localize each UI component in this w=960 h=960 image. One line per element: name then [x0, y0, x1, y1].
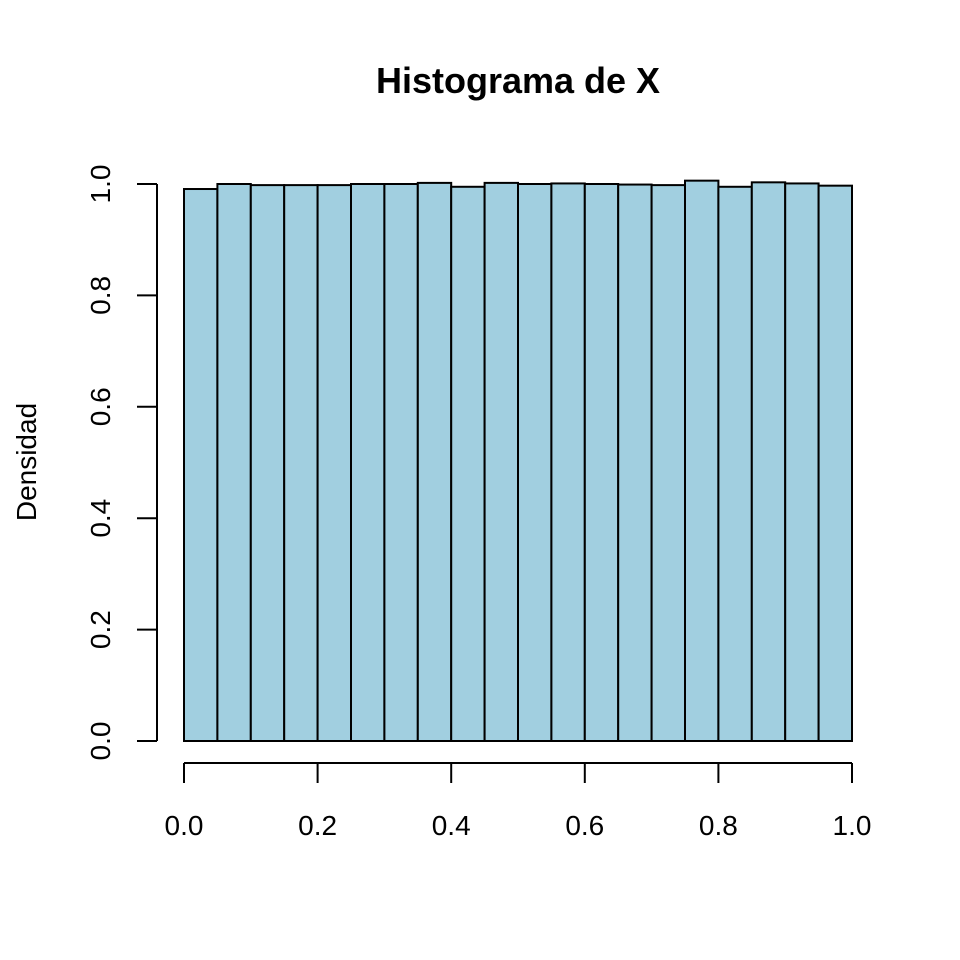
- y-tick-label: 0.4: [85, 499, 116, 538]
- x-tick-label: 1.0: [833, 810, 872, 841]
- x-tick-label: 0.2: [298, 810, 337, 841]
- histogram-bar-8: [416, 181, 453, 743]
- bars-group: [183, 179, 853, 743]
- y-axis-label: Densidad: [11, 403, 42, 521]
- histogram-bar-17: [717, 185, 753, 743]
- y-tick-label: 0.8: [85, 276, 116, 315]
- histogram-bar-10: [483, 181, 520, 743]
- histogram-bar-7: [383, 183, 419, 742]
- histogram-bar-13: [583, 183, 620, 742]
- histogram-bar-6: [350, 183, 386, 742]
- x-tick-label: 0.6: [565, 810, 604, 841]
- histogram-bar-1: [183, 188, 219, 742]
- histogram-bar-15: [650, 184, 686, 742]
- histogram-bar-18: [750, 181, 787, 743]
- histogram-bar-16: [684, 179, 720, 742]
- histogram-bar-5: [316, 184, 353, 742]
- histogram-bar-4: [283, 184, 319, 742]
- y-axis: 0.0 0.2 0.4 0.6 0.8 1.0: [85, 165, 158, 761]
- y-tick-label: 0.6: [85, 387, 116, 426]
- y-tick-label: 0.2: [85, 610, 116, 649]
- y-tick-label: 1.0: [85, 165, 116, 204]
- histogram-bar-2: [216, 183, 252, 742]
- chart-title: Histograma de X: [376, 60, 660, 101]
- histogram-bar-12: [550, 182, 586, 742]
- histogram-bar-19: [784, 182, 820, 742]
- histogram-bar-3: [249, 184, 286, 742]
- x-axis: 0.0 0.2 0.4 0.6 0.8 1.0: [165, 762, 872, 841]
- histogram-bar-9: [450, 185, 486, 743]
- x-tick-label: 0.0: [165, 810, 204, 841]
- histogram-bar-11: [517, 183, 553, 742]
- histogram-bar-14: [617, 183, 653, 742]
- x-tick-label: 0.4: [432, 810, 471, 841]
- x-tick-label: 0.8: [699, 810, 738, 841]
- y-tick-label: 0.0: [85, 722, 116, 761]
- histogram-bar-20: [817, 184, 853, 742]
